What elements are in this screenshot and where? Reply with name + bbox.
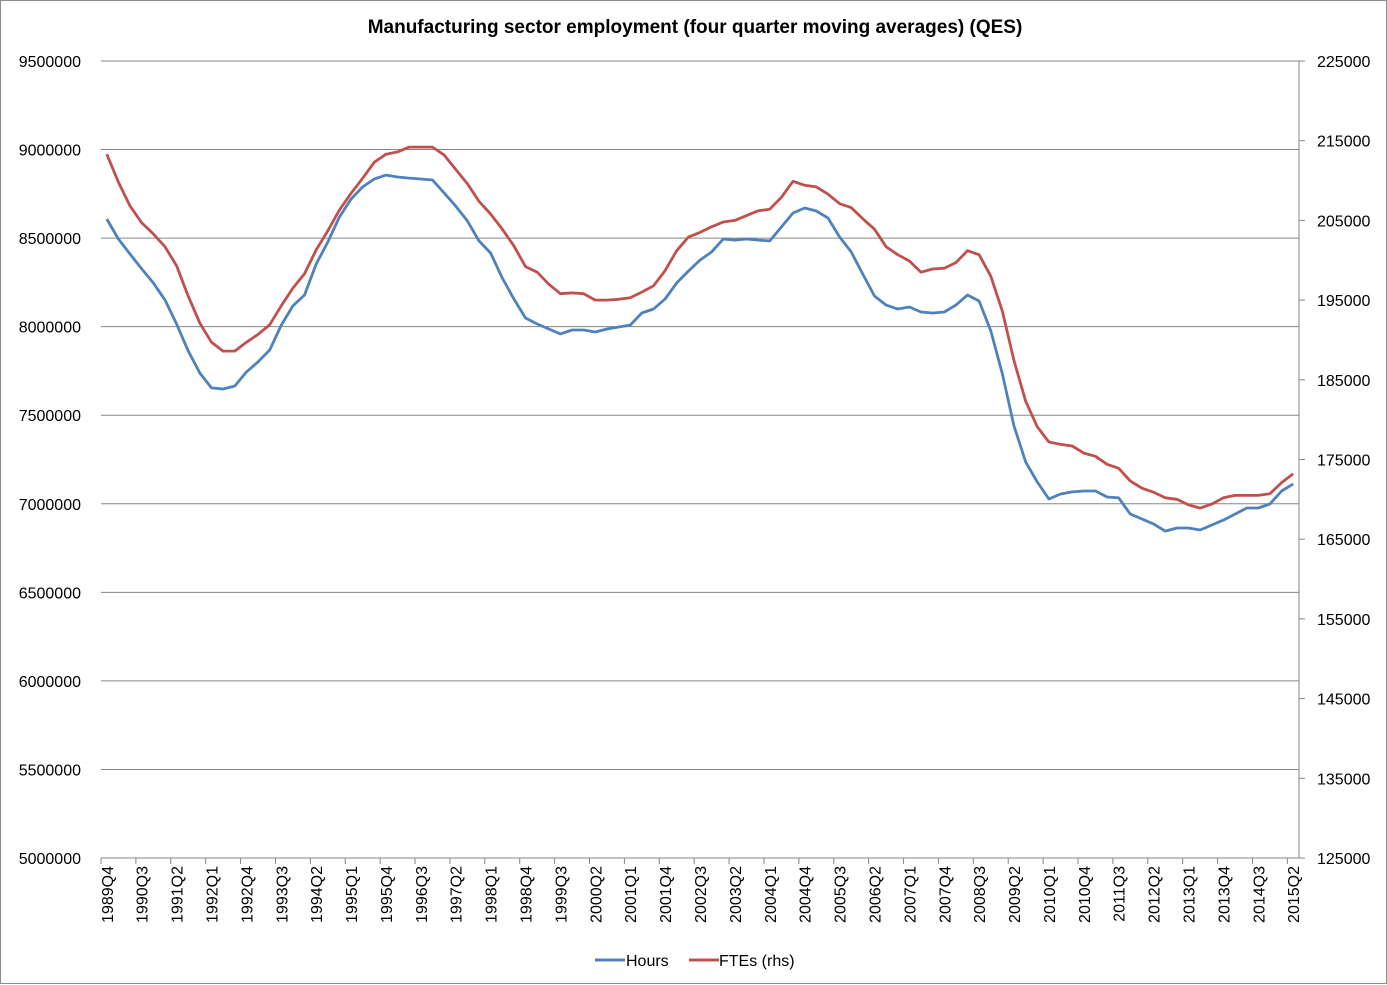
legend-label-hours: Hours (626, 953, 669, 970)
x-tick-label: 2007Q1 (902, 866, 919, 923)
x-tick-label: 2008Q3 (972, 866, 989, 923)
x-tick-label: 2005Q3 (833, 866, 850, 923)
left-axis-labels: 5000000 5500000 6000000 6500000 7000000 75000… (19, 54, 81, 868)
x-tick-label: 1995Q1 (344, 866, 361, 923)
right-tick-label: 205000 (1317, 213, 1370, 230)
right-tick-label: 135000 (1317, 771, 1370, 788)
x-tick-label: 2010Q4 (1077, 866, 1094, 923)
x-tick-label: 1990Q3 (135, 866, 152, 923)
left-tick-label: 9500000 (19, 54, 81, 71)
right-tick-label: 155000 (1317, 612, 1370, 629)
x-tick-label: 2007Q4 (937, 866, 954, 923)
x-tick-label: 2015Q2 (1286, 866, 1303, 923)
x-tick-label: 1996Q3 (414, 866, 431, 923)
x-tick-label: 2009Q2 (1007, 866, 1024, 923)
x-tick-label: 2000Q2 (588, 866, 605, 923)
x-tick-label: 1989Q4 (100, 866, 117, 923)
axes (100, 60, 1305, 864)
x-tick-label: 2014Q3 (1251, 866, 1268, 923)
left-tick-label: 7500000 (19, 408, 81, 425)
x-tick-label: 2001Q1 (623, 866, 640, 923)
left-tick-label: 5000000 (19, 851, 81, 868)
right-tick-label: 185000 (1317, 373, 1370, 390)
gridlines (101, 60, 1299, 770)
right-tick-label: 225000 (1317, 54, 1370, 71)
chart-title: Manufacturing sector employment (four qu… (368, 17, 1023, 38)
right-axis-labels: 125000 135000 145000 155000 165000 175000 1850… (1317, 54, 1370, 868)
x-tick-label: 1993Q3 (274, 866, 291, 923)
right-tick-label: 165000 (1317, 532, 1370, 549)
right-tick-label: 215000 (1317, 134, 1370, 151)
x-tick-label: 1998Q4 (519, 866, 536, 923)
x-tick-label: 1999Q3 (553, 866, 570, 923)
x-tick-label: 2010Q1 (1042, 866, 1059, 923)
x-tick-label: 2013Q4 (1216, 866, 1233, 923)
x-tick-label: 2002Q3 (693, 866, 710, 923)
x-tick-label: 1998Q1 (484, 866, 501, 923)
x-tick-label: 1992Q1 (204, 866, 221, 923)
x-tick-label: 2004Q4 (798, 866, 815, 923)
left-tick-label: 8500000 (19, 231, 81, 248)
x-tick-label: 2004Q1 (763, 866, 780, 923)
right-tick-label: 125000 (1317, 851, 1370, 868)
x-tick-label: 1992Q4 (239, 866, 256, 923)
series-line-hours (105, 173, 1294, 533)
x-tick-label: 2001Q4 (658, 866, 675, 923)
right-tick-label: 175000 (1317, 453, 1370, 470)
series-line-ftes (105, 145, 1295, 510)
x-tick-label: 2011Q3 (1112, 866, 1129, 922)
x-tick-label: 1995Q4 (379, 866, 396, 923)
x-tick-label: 1997Q2 (449, 866, 466, 923)
left-tick-label: 8000000 (19, 320, 81, 337)
right-tick-label: 145000 (1317, 692, 1370, 709)
x-tick-label: 2012Q2 (1147, 866, 1164, 923)
left-tick-label: 6500000 (19, 585, 81, 602)
left-tick-label: 6000000 (19, 674, 81, 691)
series-lines (105, 145, 1295, 533)
legend: Hours FTEs (rhs) (595, 953, 795, 970)
left-tick-label: 7000000 (19, 497, 81, 514)
right-tick-label: 195000 (1317, 293, 1370, 310)
x-tick-label: 1991Q2 (170, 866, 187, 923)
x-tick-label: 2013Q1 (1182, 866, 1199, 923)
x-tick-label: 1994Q2 (309, 866, 326, 923)
x-tick-label: 2003Q2 (728, 866, 745, 923)
left-tick-label: 9000000 (19, 143, 81, 160)
x-tick-label: 2006Q2 (867, 866, 884, 923)
legend-label-ftes: FTEs (rhs) (719, 953, 795, 970)
left-tick-label: 5500000 (19, 762, 81, 779)
x-axis-labels: 1989Q4 1990Q3 1991Q2 1992Q1 1992Q4 1993Q3 1994… (100, 866, 1303, 923)
